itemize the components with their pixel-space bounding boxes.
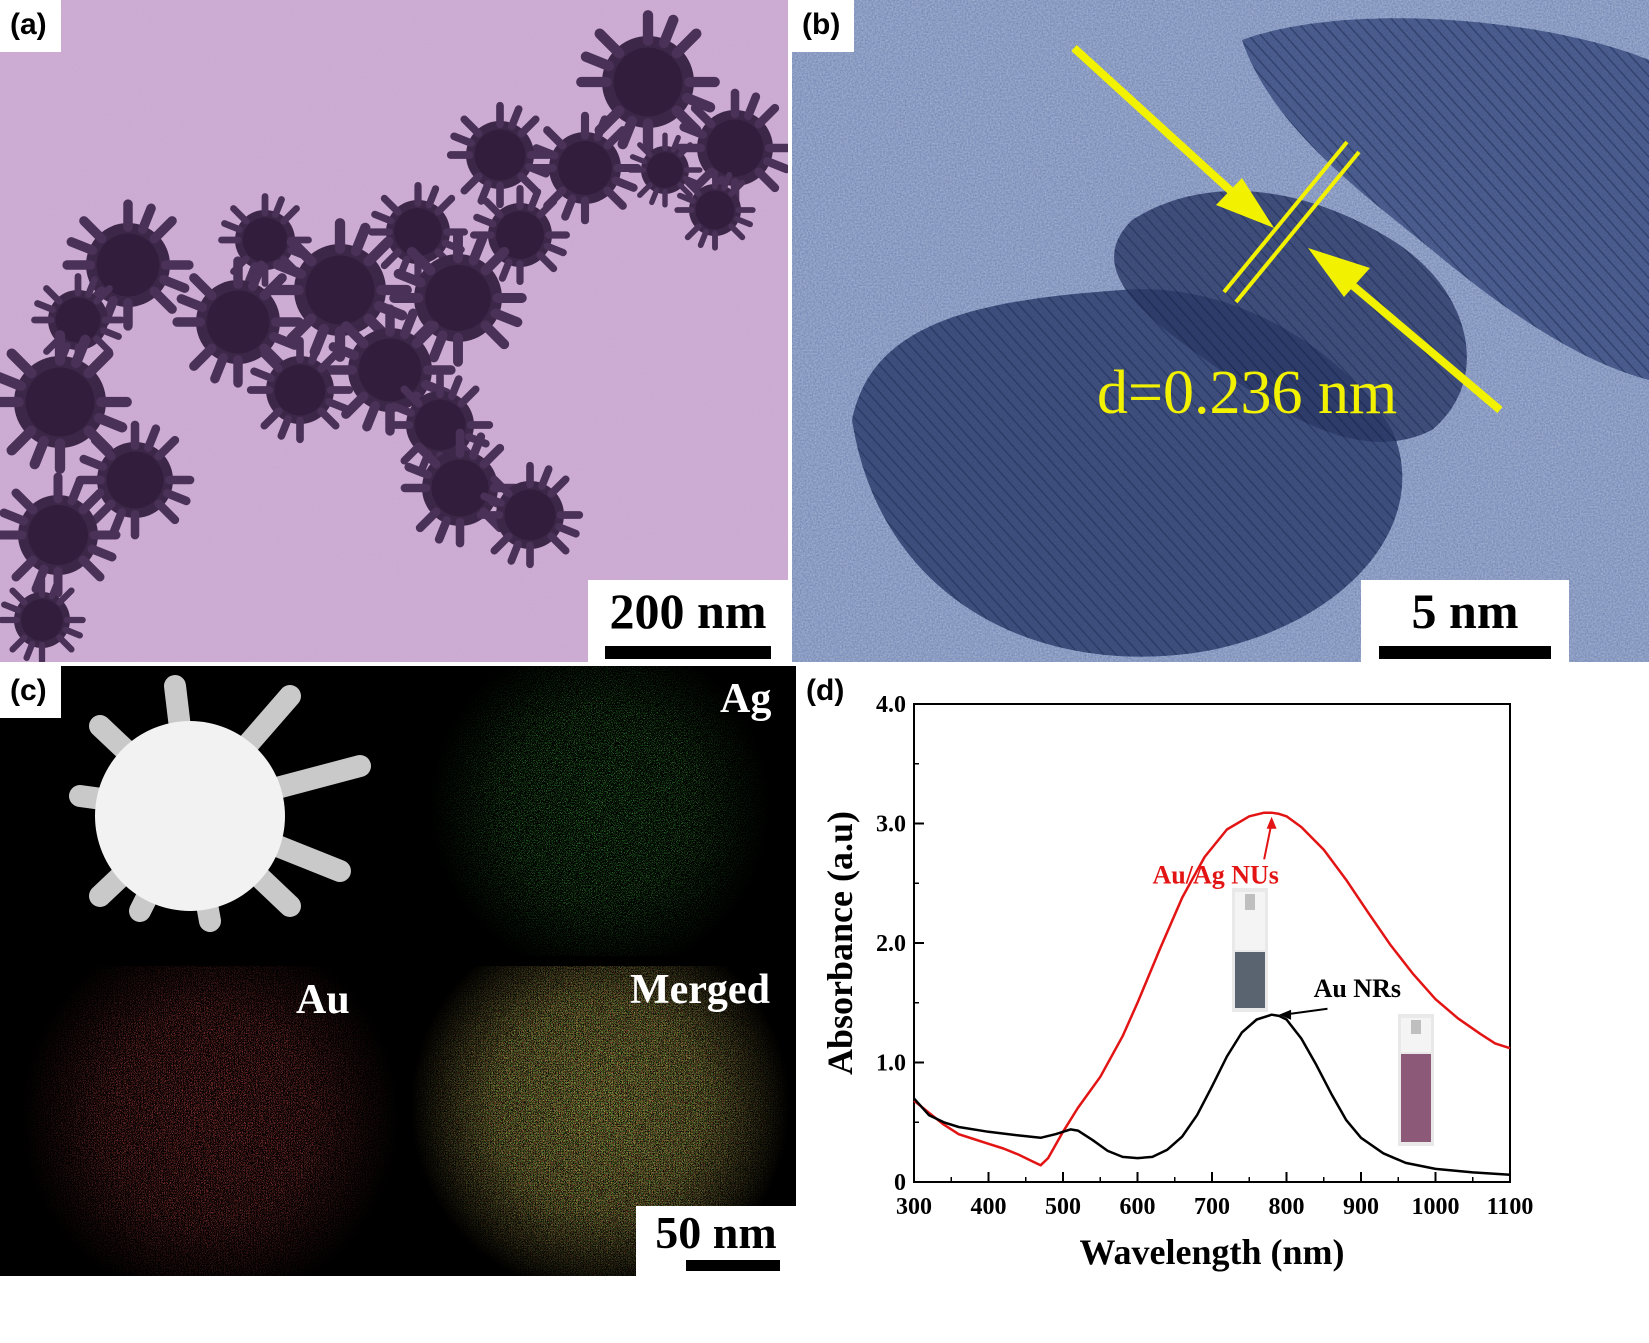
x-tick-label-0: 300 <box>896 1194 932 1220</box>
scale-bar-a: 200 nm <box>588 580 788 662</box>
crystal-grains <box>852 18 1649 657</box>
arrow-lower-head <box>1308 248 1370 297</box>
absorbance-chart: 300 400 500 600 700 800 900 1000 1100 0 1.0 2.0 3.0 4… <box>820 692 1534 1272</box>
arrow-upper <box>1071 45 1257 215</box>
scale-bar-a-line <box>605 646 771 659</box>
merged-map <box>398 966 796 1276</box>
x-tick-label-8: 1100 <box>1487 1194 1534 1220</box>
annotation-au-ag-nus: Au/Ag NUs <box>1153 860 1279 889</box>
arrow-lower <box>1329 264 1503 414</box>
au-map <box>0 966 398 1276</box>
scale-bar-c-text: 50 nm <box>655 1207 777 1258</box>
panel-c-label: (c) <box>0 666 61 718</box>
tem-image <box>0 0 788 662</box>
cuvette-au-ag-nus <box>1232 888 1268 1012</box>
cuvette-au-nrs <box>1398 1014 1434 1146</box>
y-tick-label-4: 4.0 <box>876 692 906 718</box>
lattice-annotation <box>1071 45 1503 414</box>
x-tick-label-6: 900 <box>1343 1194 1379 1220</box>
panel-b: d=0.236 nm (b) 5 nm <box>792 0 1649 662</box>
scale-bar-b-text: 5 nm <box>1411 583 1519 639</box>
panel-b-label: (b) <box>792 0 855 52</box>
x-tick-label-3: 600 <box>1120 1194 1156 1220</box>
x-tick-label-7: 1000 <box>1412 1194 1460 1220</box>
haadf-image <box>69 675 371 932</box>
x-tick-label-5: 800 <box>1269 1194 1305 1220</box>
arrow-upper-head <box>1216 178 1274 228</box>
scale-bar-b-line <box>1379 646 1551 659</box>
scale-bar-a-text: 200 nm <box>609 583 767 639</box>
d-spacing-label: d=0.236 nm <box>1097 359 1398 427</box>
y-tick-label-0: 0 <box>894 1170 906 1196</box>
eds-maps <box>0 666 796 1276</box>
lattice-fringe-line-1 <box>1222 140 1349 294</box>
au-map-label: Au <box>296 977 350 1023</box>
scale-bar-c-line <box>686 1260 780 1271</box>
x-tick-label-4: 700 <box>1194 1194 1230 1220</box>
merged-map-label: Merged <box>630 967 770 1013</box>
y-tick-label-1: 1.0 <box>876 1051 906 1077</box>
panel-c: Ag Au Merged (c) 50 nm <box>0 666 796 1276</box>
x-axis-label: Wavelength (nm) <box>1080 1232 1345 1272</box>
y-tick-label-3: 3.0 <box>876 812 906 838</box>
x-tick-label-1: 400 <box>971 1194 1007 1220</box>
panel-d: (d) 300 400 500 600 700 800 900 1000 1100 0 1.0 2.0… <box>796 666 1649 1343</box>
annotation-arrowhead-au-ag-nus <box>1266 816 1277 829</box>
scale-bar-b: 5 nm <box>1361 580 1569 662</box>
panel-a-label: (a) <box>0 0 61 52</box>
ag-map <box>398 666 796 956</box>
y-axis-label: Absorbance (a.u) <box>820 811 860 1075</box>
lattice-fringe-line-2 <box>1234 150 1361 304</box>
ag-map-label: Ag <box>720 676 772 722</box>
hrtem-image <box>792 0 1649 662</box>
annotation-arrowhead-au-nrs <box>1279 1009 1292 1020</box>
panel-d-label: (d) <box>796 666 859 718</box>
scale-bar-c: 50 nm <box>636 1206 796 1276</box>
annotation-arrow-au-ag-nus <box>1263 822 1273 860</box>
series-line-au-ag-nus <box>913 811 1511 1167</box>
y-tick-label-2: 2.0 <box>876 931 906 957</box>
panel-a: (a) 200 nm <box>0 0 788 662</box>
series-line-au-nrs <box>913 1013 1511 1177</box>
annotation-au-nrs: Au NRs <box>1314 974 1401 1003</box>
x-tick-label-2: 500 <box>1045 1194 1081 1220</box>
